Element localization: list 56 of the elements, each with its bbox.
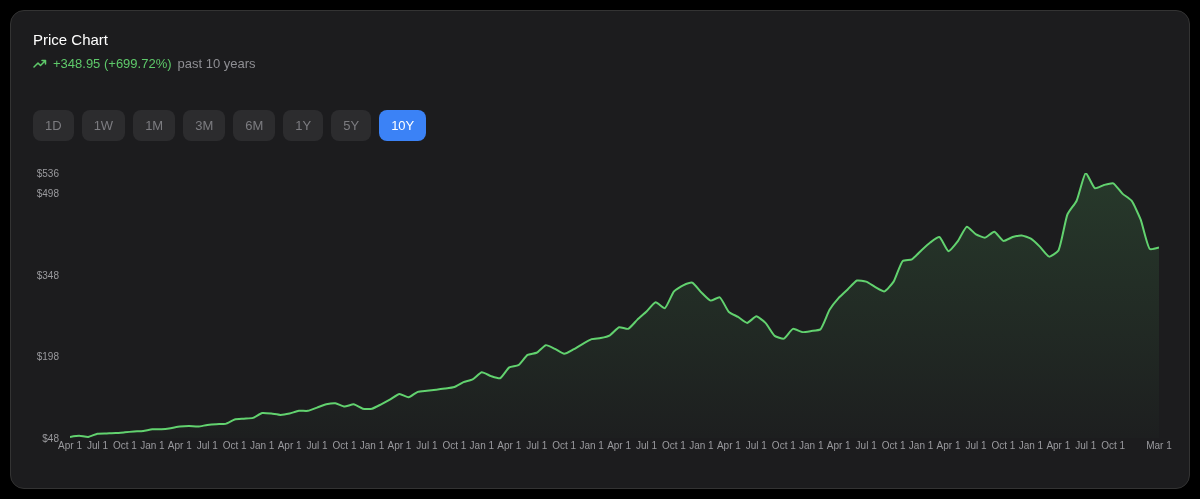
text: 5Y — [331, 110, 372, 141]
x-tick-label: Mar 1 — [1146, 440, 1173, 451]
x-tick-label: Jul 1 — [1075, 440, 1097, 451]
x-tick-label: Oct 1 — [222, 440, 248, 451]
chart-title: Price Chart — [33, 30, 110, 50]
x-tick-label: Jul 1 — [526, 440, 548, 451]
x-tick-label: Apr 1 — [607, 440, 632, 451]
x-tick-label: Jan 1 — [1018, 440, 1044, 451]
x-tick-label: Jul 1 — [416, 440, 438, 451]
x-tick-label: Jul 1 — [635, 440, 658, 451]
x-tick-label: Oct 1 — [552, 440, 577, 451]
text: 3M — [183, 110, 226, 141]
x-tick-label: Jul 1 — [745, 440, 768, 451]
text: past 10 years — [177, 55, 256, 73]
x-tick-label: Oct 1 — [332, 440, 357, 451]
x-tick-label: Jul 1 — [306, 440, 329, 451]
x-tick-label: Apr 1 — [826, 440, 852, 451]
x-tick-label: Apr 1 — [387, 440, 412, 451]
x-tick-label: Jan 1 — [359, 440, 385, 451]
x-tick-label: Jul 1 — [196, 440, 219, 451]
text: 1M — [133, 110, 176, 141]
text: 10Y — [379, 110, 427, 141]
x-tick-label: Apr 1 — [277, 440, 303, 451]
text: 1W — [81, 110, 126, 141]
x-tick-label: Oct 1 — [991, 440, 1016, 451]
x-tick-label: Jan 1 — [140, 440, 166, 451]
x-tick-label: Oct 1 — [442, 440, 467, 451]
y-tick-label: $48 — [42, 432, 60, 444]
text: 6M — [233, 110, 276, 141]
x-tick-label: Oct 1 — [771, 440, 797, 451]
x-tick-label: Jan 1 — [469, 440, 495, 451]
x-tick-label: Apr 1 — [936, 440, 961, 451]
x-tick-label: Oct 1 — [1101, 440, 1126, 451]
y-tick-label: $348 — [36, 269, 60, 281]
x-tick-label: Apr 1 — [1046, 440, 1071, 451]
y-tick-label: $536 — [36, 167, 60, 179]
x-tick-label: Jan 1 — [579, 440, 605, 451]
x-tick-label: Oct 1 — [662, 440, 687, 451]
x-tick-label: Jan 1 — [689, 440, 715, 451]
x-tick-label: Apr 1 — [167, 440, 193, 451]
x-tick-label: Jan 1 — [908, 440, 934, 451]
x-tick-label: Apr 1 — [716, 440, 742, 451]
y-tick-label: $198 — [36, 351, 60, 363]
chart-subtitle: +348.95 (+699.72%) — [53, 55, 172, 73]
x-tick-label: Jul 1 — [855, 440, 878, 451]
text: 1Y — [283, 110, 324, 141]
x-tick-label: Oct 1 — [112, 440, 138, 451]
x-tick-label: Jan 1 — [249, 440, 275, 451]
x-tick-label: Apr 1 — [58, 440, 83, 451]
x-tick-label: Jan 1 — [799, 440, 824, 451]
x-tick-label: Jul 1 — [965, 440, 987, 451]
x-tick-label: Oct 1 — [881, 440, 906, 451]
x-tick-label: Apr 1 — [497, 440, 522, 451]
x-tick-label: Jul 1 — [86, 440, 109, 451]
y-tick-label: $498 — [36, 188, 60, 200]
text: 1D — [33, 110, 74, 141]
